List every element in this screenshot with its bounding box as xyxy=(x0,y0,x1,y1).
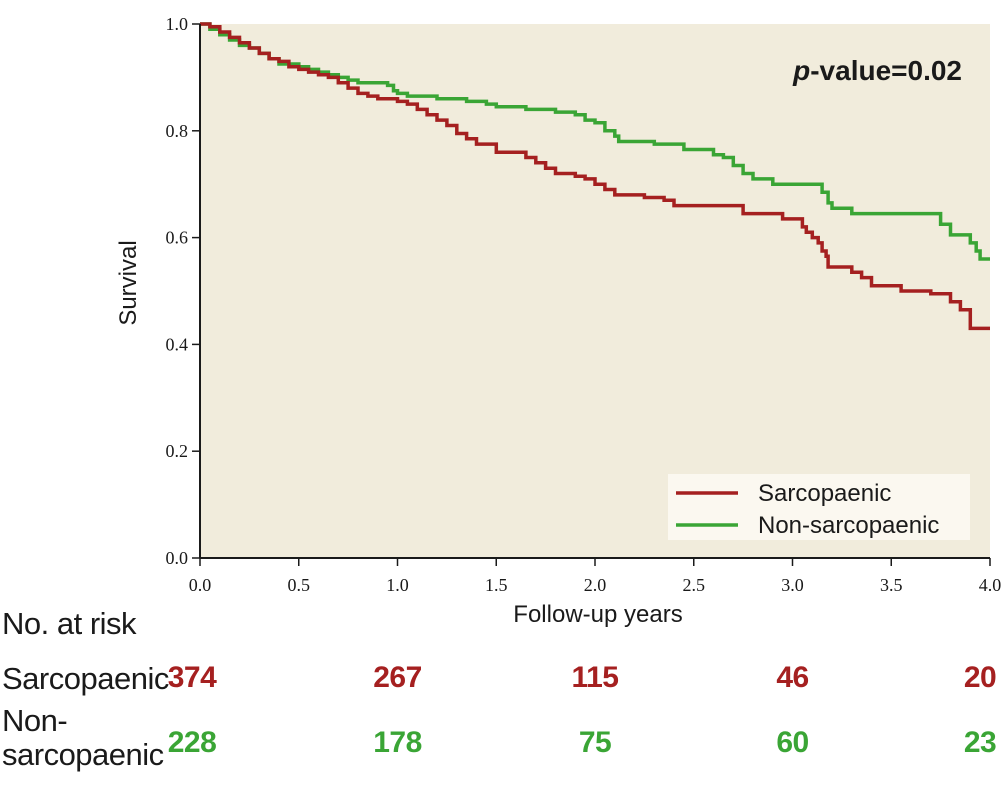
y-tick-label: 0.2 xyxy=(166,441,189,461)
risk-row-label-sarcopaenic: Sarcopaenic xyxy=(2,661,169,696)
series-line-non-sarcopaenic xyxy=(200,22,990,261)
x-tick-label: 2.0 xyxy=(584,575,607,595)
series-lines xyxy=(200,22,990,331)
series-line-sarcopaenic xyxy=(200,22,990,331)
x-tick-label: 3.5 xyxy=(880,575,903,595)
y-axis-title: Survival xyxy=(115,240,142,325)
legend: Sarcopaenic Non-sarcopaenic xyxy=(668,474,970,540)
legend-label-sarcopaenic: Sarcopaenic xyxy=(758,480,891,507)
x-tick-label: 0.0 xyxy=(189,575,212,595)
y-tick-label: 0.8 xyxy=(166,121,189,141)
p-value-annotation: p-value=0.02 xyxy=(792,55,962,86)
y-tick-label: 0.0 xyxy=(166,548,189,568)
risk-value: 46 xyxy=(776,661,809,694)
y-tick-label: 0.6 xyxy=(166,228,189,248)
y-tick-label: 1.0 xyxy=(166,14,189,34)
legend-box xyxy=(668,474,970,540)
risk-value: 374 xyxy=(167,661,217,694)
risk-row-label-non-sarcopaenic-line1: Non- xyxy=(2,703,68,738)
x-axis-title: Follow-up years xyxy=(513,601,682,628)
plot-background xyxy=(200,24,990,558)
y-tick-label: 0.4 xyxy=(166,334,189,354)
risk-value: 267 xyxy=(373,661,422,694)
y-axis-ticks: 0.0 0.2 0.4 0.6 0.8 1.0 xyxy=(166,14,200,568)
x-axis-ticks: 0.0 0.5 1.0 1.5 2.0 2.5 3.0 3.5 4.0 xyxy=(189,558,1002,595)
x-tick-label: 0.5 xyxy=(288,575,311,595)
risk-value: 115 xyxy=(571,661,619,694)
risk-value: 60 xyxy=(776,726,809,759)
risk-value: 23 xyxy=(963,726,997,759)
risk-value: 20 xyxy=(963,661,997,694)
x-tick-label: 4.0 xyxy=(979,575,1002,595)
risk-value: 178 xyxy=(373,726,422,759)
x-tick-label: 1.5 xyxy=(485,575,508,595)
risk-table-title: No. at risk xyxy=(2,606,137,641)
x-tick-label: 2.5 xyxy=(683,575,706,595)
x-tick-label: 1.0 xyxy=(386,575,409,595)
legend-label-non-sarcopaenic: Non-sarcopaenic xyxy=(758,512,939,539)
risk-value: 228 xyxy=(167,726,217,759)
risk-row-label-non-sarcopaenic-line2: sarcopaenic xyxy=(2,737,164,772)
risk-value: 75 xyxy=(578,726,612,759)
x-tick-label: 3.0 xyxy=(781,575,804,595)
